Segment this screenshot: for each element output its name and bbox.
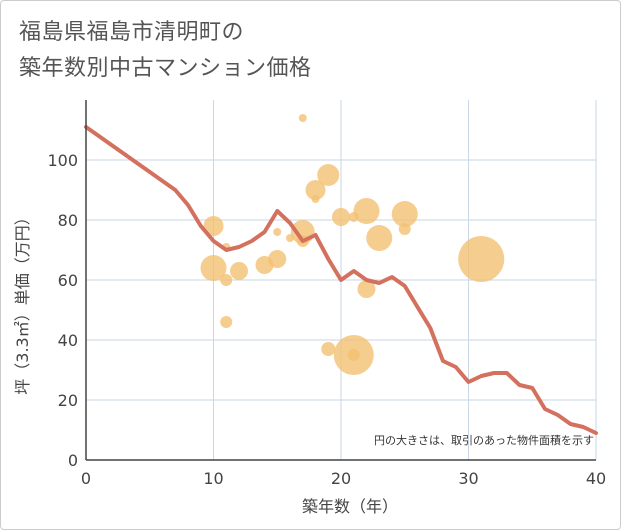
bubble-point [220, 316, 233, 328]
bubble-point [298, 114, 307, 122]
bubble-point [317, 164, 340, 186]
bubble-point [332, 208, 350, 226]
size-note: 円の大きさは、取引のあった物件面積を示す [374, 433, 594, 447]
bubble-point [458, 236, 505, 282]
bubble-point [220, 274, 233, 286]
y-tick-label: 60 [58, 271, 78, 290]
bubble-point [398, 223, 411, 235]
chart-title: 福島県福島市清明町の 築年数別中古マンション価格 [19, 15, 312, 87]
y-tick-label: 0 [68, 451, 78, 470]
price-line [84, 125, 598, 435]
x-axis-title: 築年数（年） [302, 497, 398, 516]
y-tick-label: 100 [47, 151, 78, 170]
bubble-point [273, 228, 282, 236]
bubble-point [305, 180, 326, 200]
bubble-series [200, 114, 505, 375]
price-line-series [84, 125, 598, 435]
bubble-point [366, 225, 393, 251]
x-tick-label: 30 [458, 469, 478, 488]
axes [85, 100, 596, 461]
x-tick-label: 40 [586, 469, 606, 488]
x-tick-label: 0 [81, 469, 91, 488]
y-axis-title: 坪（3.3㎡）単価（万円） [13, 209, 32, 394]
bubble-point [268, 250, 287, 268]
chart-title-line2: 築年数別中古マンション価格 [19, 56, 312, 81]
bubble-point [230, 262, 248, 280]
bubble-point [203, 216, 224, 236]
bubble-point [391, 201, 418, 227]
chart-title-line1: 福島県福島市清明町の [19, 20, 245, 45]
bubble-point [321, 342, 336, 356]
bubble-point [357, 280, 376, 298]
x-tick-label: 20 [331, 469, 351, 488]
bubble-point [347, 349, 360, 361]
grid-lines [86, 100, 597, 460]
y-tick-label: 20 [58, 391, 78, 410]
bubble-point [353, 198, 380, 224]
bubble-point [200, 255, 227, 281]
y-tick-label: 80 [58, 211, 78, 230]
y-tick-label: 40 [58, 331, 78, 350]
bubble-point [311, 195, 320, 203]
x-tick-label: 10 [203, 469, 223, 488]
tick-labels: 0 10 20 30 40 0 20 40 60 80 100 [47, 151, 606, 488]
